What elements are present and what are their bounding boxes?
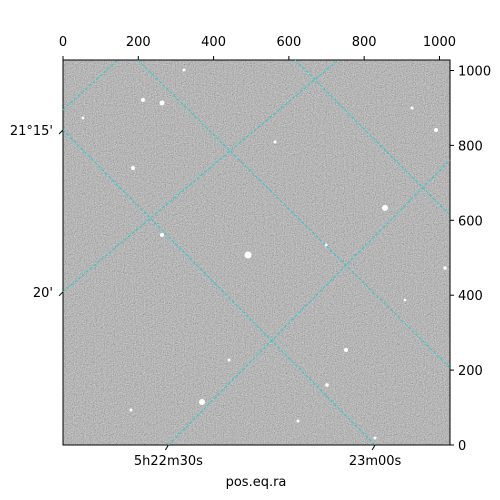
left-tick-label: 21°15' [10,124,53,139]
sky-image [63,60,450,445]
top-tick-label: 0 [59,35,67,50]
bottom-tick [164,444,169,451]
coordinate-grid-line [294,59,451,216]
right-tick-label: 1000 [458,64,491,79]
top-tick-label: 600 [276,35,301,50]
frame [62,59,451,446]
right-tick-label: 0 [458,439,466,454]
coordinate-grid-line [137,59,451,369]
left-tick [58,129,64,135]
bottom-tick-label: 5h22m30s [134,454,203,469]
bottom-tick [371,444,376,451]
x-axis-label: pos.eq.ra [226,475,287,490]
coordinate-grid-line [62,59,119,111]
top-tick-label: 200 [126,35,151,50]
bottom-tick-label: 23m00s [349,454,402,469]
left-tick [58,291,64,297]
top-tick-label: 800 [352,35,377,50]
top-tick-label: 400 [201,35,226,50]
right-tick-label: 200 [458,364,483,379]
right-tick-label: 800 [458,139,483,154]
coordinate-grid-line [62,129,376,446]
right-tick-label: 400 [458,289,483,304]
top-tick-label: 1000 [423,35,456,50]
right-tick-label: 600 [458,214,483,229]
coordinate-grid-line [168,159,451,446]
left-tick-label: 20' [33,286,53,301]
